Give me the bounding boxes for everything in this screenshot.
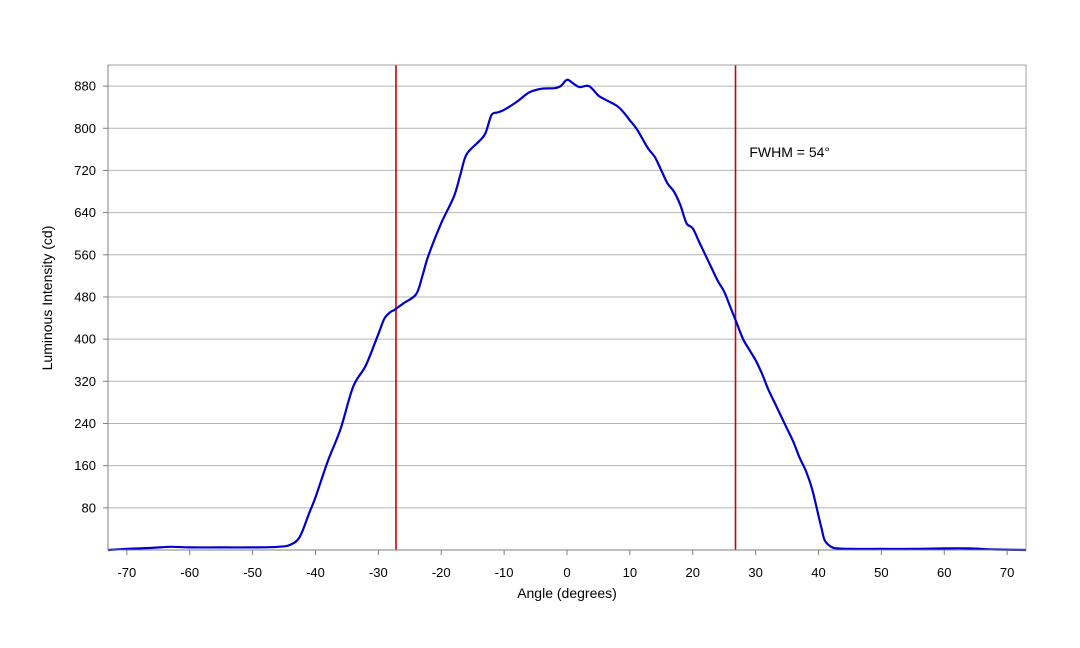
series-line: [107, 78, 1027, 552]
x-tick-label: 70: [1000, 565, 1014, 580]
x-tick-label: 60: [937, 565, 951, 580]
y-tick-label: 720: [74, 163, 96, 178]
x-tick-label: -70: [117, 565, 136, 580]
y-tick-label: 160: [74, 458, 96, 473]
x-tick-label: 0: [563, 565, 570, 580]
x-axis-title: Angle (degrees): [517, 585, 617, 601]
y-tick-label: 480: [74, 289, 96, 304]
y-tick-label: 80: [82, 500, 96, 515]
x-tick-label: 20: [686, 565, 700, 580]
plot-background: [108, 65, 1026, 550]
x-tick-label: -40: [306, 565, 325, 580]
y-tick-label: 320: [74, 374, 96, 389]
y-tick-label: 560: [74, 247, 96, 262]
y-tick-label: 400: [74, 332, 96, 347]
x-tick-label: -60: [180, 565, 199, 580]
x-tick-label: -20: [432, 565, 451, 580]
x-tick-label: 50: [874, 565, 888, 580]
y-tick-label: 880: [74, 79, 96, 94]
x-tick-label: 10: [623, 565, 637, 580]
grid-lines: [108, 85, 1026, 509]
y-tick-label: 240: [74, 416, 96, 431]
y-tick-label: 640: [74, 205, 96, 220]
y-axis-title: Luminous Intensity (cd): [39, 226, 55, 371]
y-ticks: 80 160 240 320 400 480 560 640 720 800 880: [74, 79, 108, 515]
x-ticks: -70 -60 -50 -40 -30 -20 -10 0 10 20 30 40 50 60 70: [117, 550, 1014, 580]
x-tick-label: 40: [811, 565, 825, 580]
x-tick-label: -50: [243, 565, 262, 580]
x-tick-label: -10: [495, 565, 514, 580]
fwhm-annotation: FWHM = 54°: [749, 144, 830, 160]
y-tick-label: 800: [74, 121, 96, 136]
x-tick-label: -30: [369, 565, 388, 580]
x-tick-label: 30: [748, 565, 762, 580]
